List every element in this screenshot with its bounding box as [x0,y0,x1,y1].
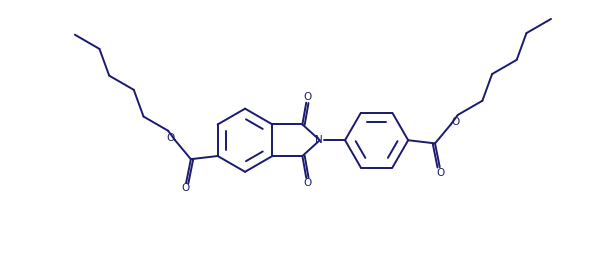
Text: O: O [303,92,311,102]
Text: O: O [303,178,311,188]
Text: N: N [315,135,322,145]
Text: O: O [437,167,445,177]
Text: O: O [451,117,459,127]
Text: O: O [181,183,189,193]
Text: O: O [167,133,175,142]
